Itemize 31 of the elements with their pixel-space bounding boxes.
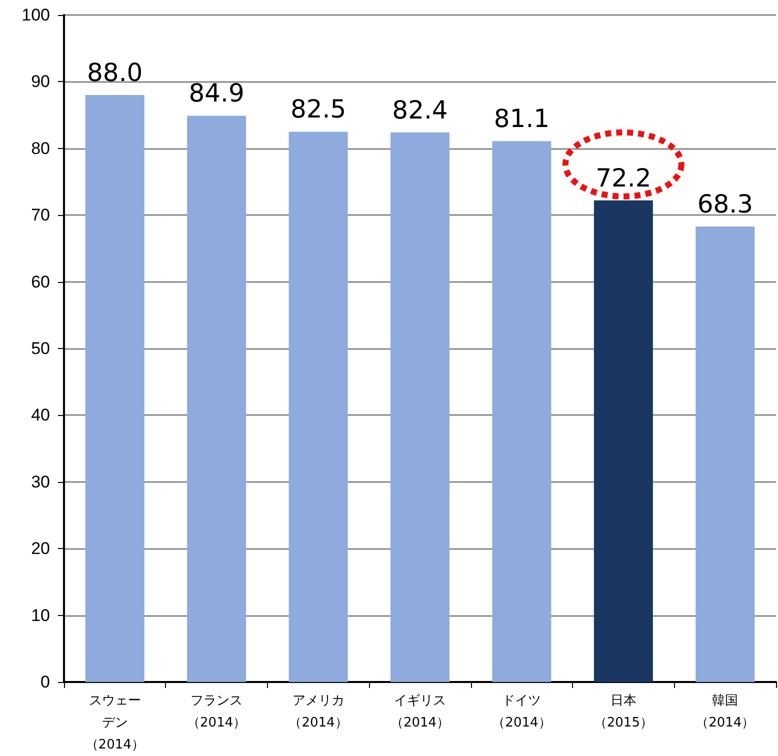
y-tick-label: 40	[31, 406, 50, 425]
data-label: 81.1	[494, 104, 550, 134]
data-label: 72.2	[596, 163, 652, 192]
y-tick-label: 60	[31, 272, 50, 292]
y-tick-label: 0	[40, 672, 50, 692]
y-tick-label: 30	[31, 472, 50, 492]
bar	[492, 141, 552, 682]
data-label: 82.4	[392, 95, 448, 124]
bar	[85, 95, 144, 682]
y-tick-label: 50	[31, 339, 50, 358]
bar	[390, 132, 450, 682]
x-tick-label: イギリス（2014）	[390, 694, 450, 730]
data-label: 84.9	[188, 78, 244, 108]
y-tick-label: 100	[22, 6, 50, 24]
x-tick-label: スウェーデン（2014）	[85, 694, 144, 752]
y-tick-label: 80	[31, 138, 50, 158]
bar	[696, 226, 755, 682]
x-tick-label: 韓国（2014）	[696, 694, 755, 730]
data-label: 82.5	[290, 94, 346, 124]
x-tick-label: アメリカ（2014）	[288, 694, 348, 730]
data-label: 68.3	[697, 189, 753, 218]
bar	[288, 132, 348, 682]
y-tick-label: 20	[31, 539, 50, 558]
y-tick-label: 90	[31, 72, 50, 92]
x-tick-label: フランス（2014）	[187, 694, 246, 730]
y-tick-label: 70	[31, 206, 50, 225]
x-tick-label: ドイツ（2014）	[492, 694, 552, 730]
x-tick-label: 日本（2015）	[594, 694, 653, 730]
data-label: 88.0	[87, 58, 143, 88]
y-tick-label: 10	[31, 606, 50, 625]
bar	[187, 116, 246, 682]
